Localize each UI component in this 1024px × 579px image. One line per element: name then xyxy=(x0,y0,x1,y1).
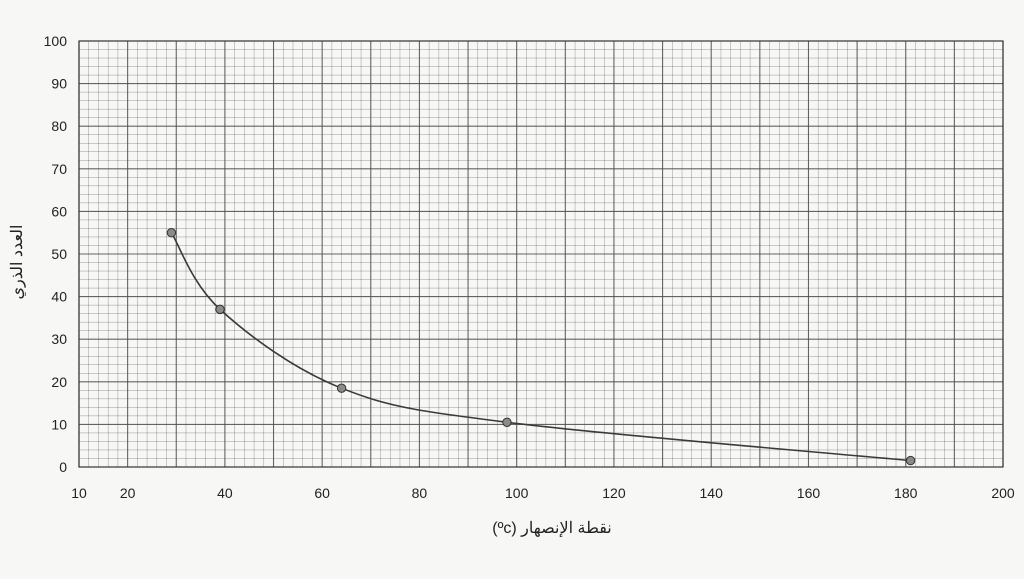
y-tick-label: 50 xyxy=(51,246,67,262)
x-tick-label: 20 xyxy=(120,485,136,501)
y-axis-ticks: 0 10 20 30 40 50 60 70 80 90 100 xyxy=(44,33,68,475)
data-point xyxy=(336,383,347,393)
y-tick-label: 0 xyxy=(59,459,67,475)
x-tick-label: 80 xyxy=(412,485,428,501)
x-tick-label: 200 xyxy=(991,485,1015,501)
x-axis-label: نقطة الإنصهار (ºc) xyxy=(492,520,612,537)
y-tick-label: 80 xyxy=(51,118,67,134)
y-tick-label: 30 xyxy=(51,331,67,347)
grid xyxy=(78,40,1004,468)
y-tick-label: 10 xyxy=(51,416,67,432)
y-tick-label: 100 xyxy=(44,33,68,49)
data-point xyxy=(215,304,225,315)
y-tick-label: 40 xyxy=(51,289,67,305)
x-tick-label: 140 xyxy=(700,485,724,501)
plot-frame xyxy=(78,40,1004,468)
x-tick-label: 180 xyxy=(894,485,918,501)
data-point xyxy=(502,417,512,427)
y-tick-label: 70 xyxy=(51,161,67,177)
y-tick-label: 60 xyxy=(51,203,67,219)
x-tick-label: 120 xyxy=(602,485,626,501)
x-tick-label: 100 xyxy=(505,485,529,501)
x-tick-label: 160 xyxy=(797,485,821,501)
y-tick-label: 20 xyxy=(51,374,67,390)
data-point xyxy=(166,228,177,238)
x-axis-ticks: 10 20 40 60 80 100 120 140 160 180 200 xyxy=(71,485,1015,501)
x-tick-label: 10 xyxy=(71,485,87,501)
y-tick-label: 90 xyxy=(51,76,67,92)
x-tick-label: 40 xyxy=(217,485,233,501)
x-tick-label: 60 xyxy=(314,485,330,501)
data-points xyxy=(166,228,916,466)
y-axis-label: العدد الذري xyxy=(9,225,26,300)
series-line xyxy=(170,232,911,462)
data-point xyxy=(905,455,916,466)
